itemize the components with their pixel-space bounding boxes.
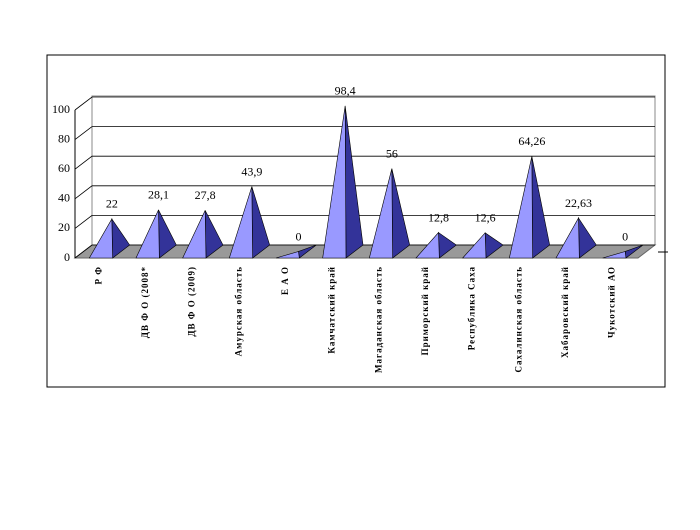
pyramid <box>602 244 644 259</box>
x-tick-label: ДВ Ф О (2009) <box>187 266 197 337</box>
value-label: 64,26 <box>518 134 545 148</box>
pyramid <box>88 217 131 259</box>
grid-line <box>74 155 655 170</box>
y-tick-label: 20 <box>58 220 70 234</box>
value-label: 0 <box>296 229 302 243</box>
back-wall <box>91 95 656 246</box>
pyramid-face <box>415 231 440 259</box>
pyramid-face <box>508 156 533 259</box>
pyramid-face <box>228 186 253 259</box>
value-label: 12,8 <box>428 210 449 224</box>
x-tick-label: Хабаровский край <box>560 266 570 358</box>
x-tick-label: Сахалинская область <box>513 266 523 373</box>
value-label: 98,4 <box>335 84 356 98</box>
grid-line <box>74 185 655 200</box>
y-tick-label: 60 <box>58 161 70 175</box>
pyramid-face <box>182 210 207 259</box>
pyramid-face <box>135 209 160 259</box>
value-label: 56 <box>386 146 398 160</box>
pyramid <box>555 216 597 259</box>
pyramid-face <box>88 217 113 259</box>
x-tick-label: Камчатский край <box>327 266 337 354</box>
pyramid <box>228 186 271 259</box>
grid-line <box>74 96 655 111</box>
pyramid <box>461 232 504 259</box>
x-tick-label: Чукотский АО <box>607 266 617 338</box>
value-label: 43,9 <box>241 164 262 178</box>
y-tick-label: 100 <box>52 102 70 116</box>
pyramid-face <box>322 105 347 259</box>
pyramid-face <box>602 251 627 259</box>
pyramid-face <box>368 168 393 259</box>
value-label: 0 <box>622 229 628 243</box>
pyramid <box>322 105 364 259</box>
value-label: 27,8 <box>195 188 216 202</box>
value-label: 12,6 <box>475 211 496 225</box>
x-tick-label: Республика Саха <box>467 266 477 350</box>
pyramid <box>182 210 224 259</box>
x-tick-label: Амурская область <box>233 266 243 356</box>
grid-line <box>74 244 655 259</box>
pyramid <box>368 168 411 259</box>
y-tick-label: 80 <box>58 131 70 145</box>
y-tick-label: 40 <box>58 191 70 205</box>
grid-line <box>74 126 655 140</box>
grid-line <box>74 214 655 229</box>
x-tick-label: Магаданская область <box>373 266 383 373</box>
x-tick-label: Р Ф <box>93 266 103 284</box>
pyramid <box>415 231 457 259</box>
value-label: 28,1 <box>148 188 169 202</box>
pyramid-face <box>461 232 487 259</box>
pyramid <box>135 209 177 259</box>
pyramid-face <box>555 216 580 259</box>
y-tick-label: 0 <box>64 250 70 264</box>
value-label: 22 <box>106 197 118 211</box>
x-tick-label: Е А О <box>280 266 290 295</box>
pyramid <box>275 244 317 259</box>
x-tick-label: Приморский край <box>420 266 430 355</box>
x-tick-label: ДВ Ф О (2008* <box>140 266 150 338</box>
value-label: 22,63 <box>565 196 592 210</box>
pyramid <box>508 156 550 259</box>
pyramid-face <box>275 251 300 259</box>
